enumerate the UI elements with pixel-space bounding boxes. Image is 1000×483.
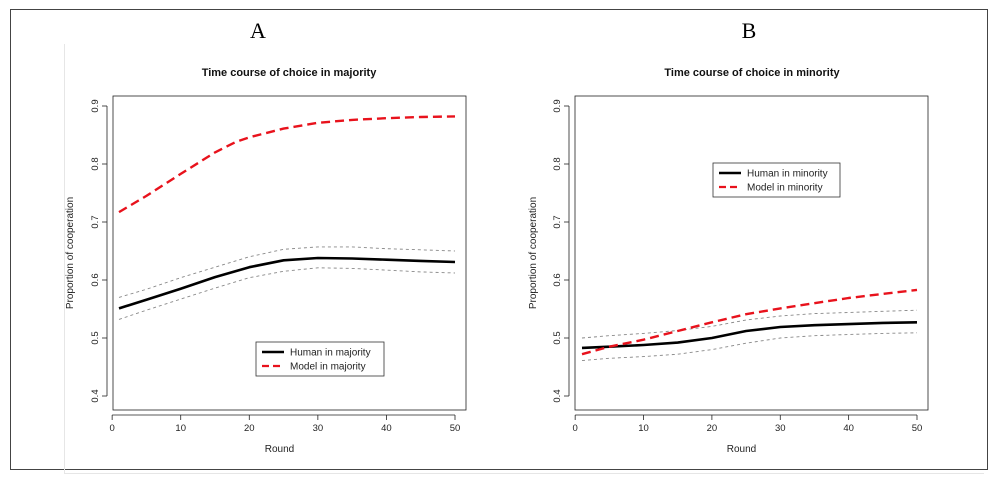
chart-panel-a: Time course of choice in majority 0.4 0.5 0… (65, 67, 467, 455)
series-line-upper-bound (118, 246, 456, 298)
y-tick-label: 0.8 (552, 157, 563, 170)
x-tick-label: 10 (175, 423, 186, 434)
y-tick-label: 0.6 (90, 273, 101, 286)
panel-label-a: A (250, 18, 266, 43)
legend-box (255, 341, 385, 377)
y-axis-label: Proportion of cooperation (65, 197, 76, 309)
series-line-lower-bound (581, 332, 918, 362)
x-axis-label: Round (727, 444, 756, 455)
x-tick-label: 0 (109, 423, 114, 434)
series-line-model (118, 115, 456, 214)
x-axis-label: Round (265, 444, 294, 455)
y-tick-label: 0.8 (90, 157, 101, 170)
y-tick-label: 0.5 (90, 331, 101, 344)
x-tick-label: 20 (707, 423, 718, 434)
x-tick-label: 20 (244, 423, 255, 434)
figure-frame (10, 9, 988, 470)
legend: Human in majority Model in majority (255, 341, 385, 377)
y-axis-label: Proportion of cooperation (528, 197, 539, 309)
legend-label: Human in majority (290, 348, 371, 359)
x-tick-label: 30 (313, 423, 324, 434)
plot-area-border (574, 95, 929, 411)
legend-label: Model in majority (290, 362, 366, 373)
figure-inner-border (64, 44, 984, 474)
y-tick-label: 0.5 (552, 331, 563, 344)
y-tick-label: 0.9 (552, 99, 563, 112)
legend-label: Model in minority (747, 183, 823, 194)
y-tick-label: 0.4 (552, 389, 563, 402)
y-tick-label: 0.6 (552, 273, 563, 286)
series-line-model (581, 288, 918, 356)
x-tick-label: 50 (912, 423, 923, 434)
legend-box (712, 162, 841, 198)
y-tick-label: 0.7 (552, 215, 563, 228)
legend: Human in minority Model in minority (712, 162, 841, 198)
x-tick-label: 30 (775, 423, 786, 434)
panel-label-b: B (741, 18, 757, 43)
y-tick-label: 0.4 (90, 389, 101, 402)
x-tick-label: 40 (381, 423, 392, 434)
plot-area-border (112, 95, 467, 411)
series-line-human (118, 256, 456, 310)
series-line-upper-bound (581, 309, 918, 339)
x-tick-label: 50 (450, 423, 461, 434)
chart-title: Time course of choice in minority (664, 67, 840, 79)
x-tick-label: 10 (638, 423, 649, 434)
y-tick-label: 0.7 (90, 215, 101, 228)
chart-title: Time course of choice in majority (202, 67, 378, 79)
x-tick-label: 0 (573, 423, 578, 434)
legend-label: Human in minority (747, 169, 828, 180)
x-tick-label: 40 (843, 423, 854, 434)
chart-panel-b: Time course of choice in minority 0.4 0.5 0… (528, 67, 929, 455)
y-tick-label: 0.9 (90, 99, 101, 112)
series-line-human (581, 321, 918, 350)
